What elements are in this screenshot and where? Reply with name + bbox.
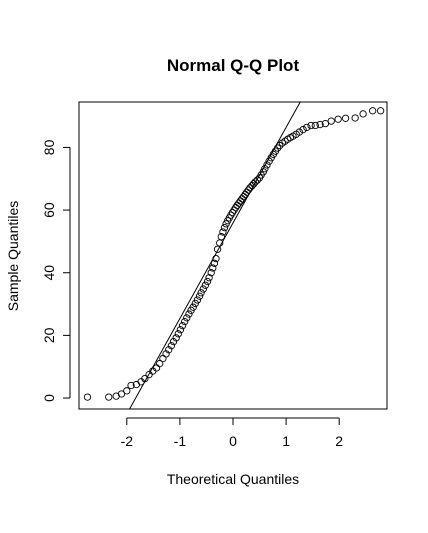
data-point <box>169 337 178 346</box>
data-point <box>193 296 202 304</box>
data-point <box>341 114 350 122</box>
data-point <box>241 190 249 199</box>
y-tick-label: 60 <box>41 202 57 218</box>
data-point <box>261 165 269 173</box>
data-point <box>185 310 193 318</box>
plot-area <box>78 101 388 410</box>
data-point <box>199 285 207 293</box>
data-point <box>210 259 219 267</box>
data-point <box>276 141 284 150</box>
x-axis: -2 -1 0 1 2 <box>121 417 343 449</box>
data-point <box>213 245 222 253</box>
y-tick-label: 80 <box>41 139 57 155</box>
data-point <box>83 393 92 401</box>
data-point <box>167 342 176 350</box>
data-point <box>295 128 304 136</box>
data-point <box>176 326 185 334</box>
data-point <box>219 228 227 236</box>
x-tick-label: 0 <box>229 433 237 449</box>
data-point <box>127 381 135 390</box>
data-point <box>303 123 311 132</box>
data-point <box>236 197 245 205</box>
data-point <box>243 188 251 196</box>
data-point <box>159 354 167 363</box>
data-point <box>117 390 126 398</box>
x-tick-label: 1 <box>282 433 290 449</box>
data-point <box>174 330 182 338</box>
data-point <box>195 292 204 300</box>
data-point <box>220 223 229 232</box>
data-point <box>311 121 319 130</box>
data-point <box>233 201 241 210</box>
data-point <box>253 176 262 184</box>
data-point <box>189 303 197 311</box>
data-point <box>181 317 189 326</box>
y-tick-label: 40 <box>41 265 57 281</box>
data-point <box>299 125 307 134</box>
data-point <box>246 184 254 192</box>
data-point <box>217 233 225 241</box>
data-point <box>201 281 210 289</box>
data-point <box>327 117 335 125</box>
chart-title: Normal Q-Q Plot <box>167 56 300 75</box>
data-point <box>263 161 271 169</box>
data-point <box>244 186 253 194</box>
data-point <box>316 120 324 129</box>
data-point <box>172 334 180 342</box>
data-point <box>235 199 243 207</box>
data-point <box>165 346 173 354</box>
data-point <box>250 180 258 188</box>
data-point <box>369 107 377 115</box>
data-point <box>178 322 187 330</box>
data-point <box>141 374 149 383</box>
x-tick-label: -2 <box>121 433 134 449</box>
data-point <box>273 144 282 152</box>
data-point <box>351 114 359 122</box>
y-axis: 0 20 40 60 80 <box>41 139 71 402</box>
x-tick-label: 2 <box>335 433 343 449</box>
data-point <box>238 195 246 203</box>
data-point <box>212 254 220 263</box>
data-point <box>239 192 248 201</box>
data-point <box>205 274 213 282</box>
data-point <box>203 277 212 286</box>
data-point <box>105 393 113 401</box>
data-point <box>307 121 315 130</box>
data-point <box>123 387 131 395</box>
data-point <box>359 110 367 118</box>
data-point <box>156 359 164 368</box>
y-axis-label: Sample Quantiles <box>5 201 21 312</box>
data-point <box>251 178 259 186</box>
data-point <box>207 269 215 277</box>
data-point <box>162 350 170 358</box>
x-tick-label: -1 <box>174 433 187 449</box>
y-tick-label: 20 <box>41 327 57 343</box>
data-point <box>334 115 342 123</box>
plot-frame <box>78 101 388 410</box>
data-point <box>197 289 205 297</box>
data-point <box>209 264 217 272</box>
data-points <box>83 107 385 401</box>
x-axis-label: Theoretical Quantiles <box>167 471 299 487</box>
y-tick-label: 0 <box>41 394 57 402</box>
data-point <box>183 314 191 322</box>
data-point <box>376 107 385 115</box>
